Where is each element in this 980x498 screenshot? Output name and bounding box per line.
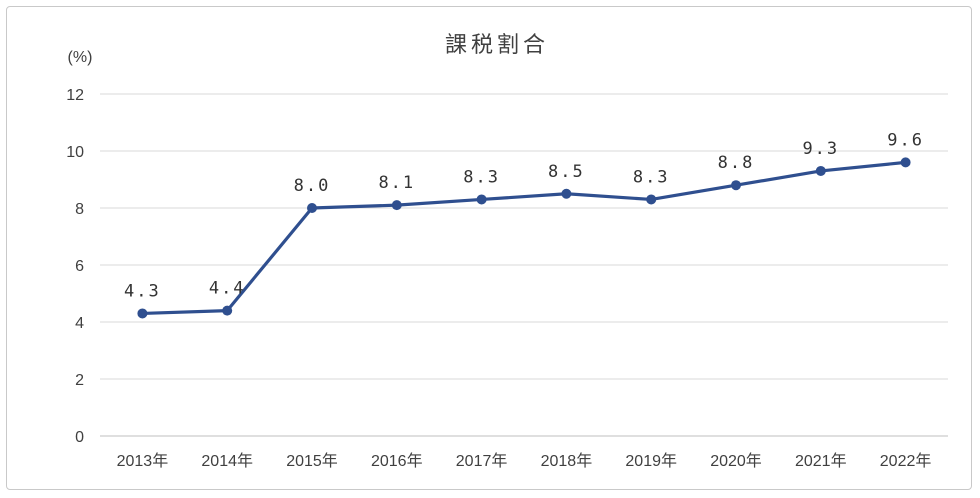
x-tick-label: 2021年 <box>795 452 847 470</box>
data-label: 8.3 <box>463 167 500 187</box>
data-point <box>900 157 911 168</box>
data-label: 4.3 <box>124 281 161 301</box>
x-tick-label: 2022年 <box>880 452 932 470</box>
y-axis-unit: (%) <box>68 49 93 66</box>
data-point <box>815 165 826 176</box>
x-tick-label: 2018年 <box>541 452 593 470</box>
data-point <box>137 308 148 319</box>
data-label: 8.0 <box>294 176 331 196</box>
data-labels: 4.3 4.4 8.0 8.1 8.3 8.5 8.3 8.8 9.3 9.6 <box>124 130 924 301</box>
data-point <box>561 188 572 199</box>
data-label: 9.3 <box>802 139 839 159</box>
x-tick-label: 2019年 <box>625 452 677 470</box>
series-line <box>142 160 906 316</box>
data-label: 8.3 <box>633 167 670 187</box>
data-label: 8.8 <box>718 153 755 173</box>
chart-title: 課税割合 <box>445 33 549 58</box>
y-tick-label: 4 <box>75 315 84 332</box>
x-tick-label: 2013年 <box>117 452 169 470</box>
x-tick-label: 2017年 <box>456 452 508 470</box>
data-point <box>646 194 657 205</box>
chart-frame <box>6 6 972 490</box>
gridlines <box>100 93 948 437</box>
y-tick-label: 12 <box>66 87 84 104</box>
data-label: 8.5 <box>548 162 585 182</box>
data-point <box>222 305 233 316</box>
data-point <box>307 203 317 213</box>
data-points <box>137 157 911 319</box>
data-point <box>391 200 402 211</box>
data-label: 9.6 <box>887 130 924 150</box>
data-label: 4.4 <box>209 279 246 299</box>
x-tick-label: 2014年 <box>201 452 253 470</box>
y-tick-label: 2 <box>75 372 84 389</box>
y-tick-label: 6 <box>75 258 84 275</box>
y-tick-label: 0 <box>75 429 84 446</box>
y-tick-label: 10 <box>66 144 84 161</box>
data-point <box>731 180 741 191</box>
y-tick-label: 8 <box>75 201 84 218</box>
x-tick-label: 2015年 <box>286 452 338 470</box>
y-axis-ticks: 0 2 4 6 8 10 12 <box>66 87 84 446</box>
data-label: 8.1 <box>378 173 415 193</box>
data-point <box>476 194 487 205</box>
x-tick-label: 2020年 <box>710 452 762 470</box>
x-tick-label: 2016年 <box>371 452 423 470</box>
x-axis-ticks: 2013年 2014年 2015年 2016年 2017年 2018年 2019年 2020年… <box>117 452 932 470</box>
series-line-path <box>142 160 906 316</box>
